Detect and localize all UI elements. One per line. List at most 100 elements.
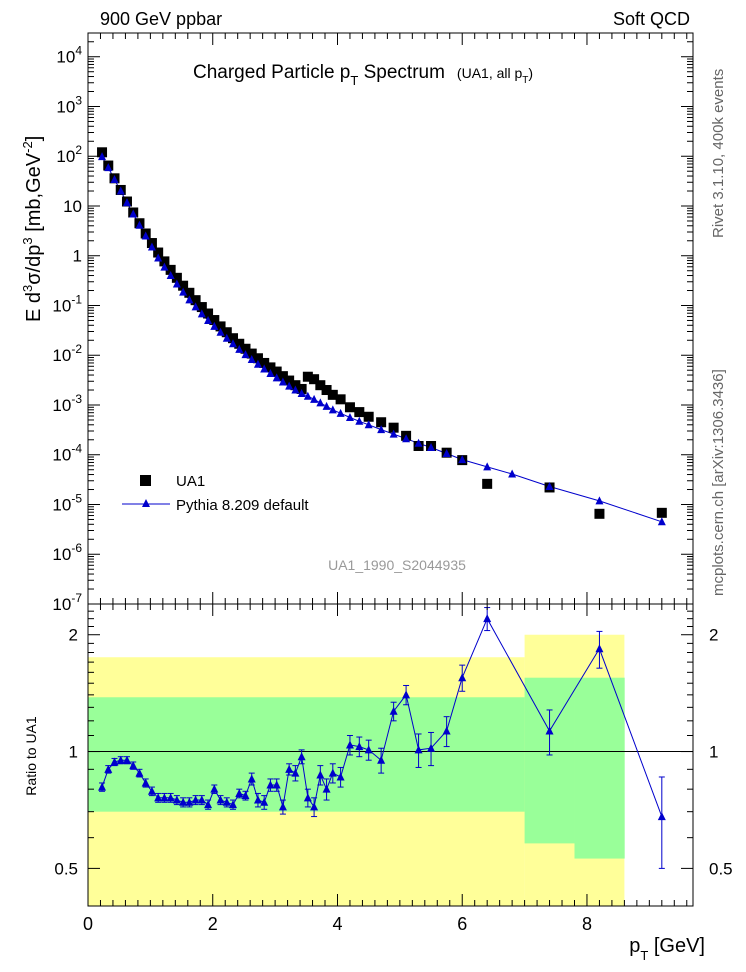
mc-point bbox=[310, 394, 319, 403]
ratio-point bbox=[222, 797, 231, 806]
data-point bbox=[315, 380, 326, 391]
ratio-point bbox=[303, 793, 312, 802]
ratio-point bbox=[110, 757, 119, 766]
title-part-5: T bbox=[522, 75, 528, 86]
mc-point bbox=[185, 295, 194, 304]
mc-point bbox=[595, 496, 604, 505]
ylabel-part-1: E d bbox=[23, 292, 45, 322]
mc-point bbox=[377, 425, 386, 434]
ratio-point bbox=[291, 768, 300, 777]
ratio-point bbox=[483, 614, 492, 623]
mc-point bbox=[116, 186, 125, 195]
data-point bbox=[335, 394, 346, 405]
ratio-point bbox=[229, 800, 238, 809]
ratio-ylabel: Ratio to UA1 bbox=[23, 716, 39, 796]
mc-point bbox=[545, 482, 554, 491]
data-point bbox=[165, 264, 176, 275]
x-tick-label: 2 bbox=[208, 914, 218, 934]
ratio-point bbox=[260, 797, 269, 806]
mc-point bbox=[414, 438, 423, 447]
y-tick-label: 1 bbox=[73, 247, 82, 266]
mcplots-label: mcplots.cern.ch [arXiv:1306.3436] bbox=[710, 369, 727, 596]
ratio-point bbox=[316, 770, 325, 779]
data-point bbox=[277, 371, 288, 382]
ylabel-part-2: 3 bbox=[20, 285, 35, 292]
mc-point bbox=[389, 429, 398, 438]
y-tick-label: 10-7 bbox=[52, 591, 82, 614]
ratio-point bbox=[185, 797, 194, 806]
data-point bbox=[178, 280, 189, 291]
mc-point bbox=[364, 420, 373, 429]
legend-marker-ua1 bbox=[140, 475, 151, 486]
xlabel-part-1: p bbox=[629, 935, 640, 957]
y-tick-label: 10-2 bbox=[52, 342, 82, 365]
watermark: UA1_1990_S2044935 bbox=[328, 557, 466, 573]
mc-point bbox=[322, 401, 331, 410]
ratio-point bbox=[129, 761, 138, 770]
data-point bbox=[296, 383, 307, 394]
data-point bbox=[203, 308, 214, 319]
y-tick-label: 10-4 bbox=[52, 442, 82, 465]
ylabel-part-4: 3 bbox=[20, 237, 35, 244]
mc-point bbox=[303, 391, 312, 400]
ratio-point bbox=[266, 780, 275, 789]
data-point bbox=[153, 247, 164, 258]
ratio-point bbox=[364, 745, 373, 754]
ratio-point bbox=[377, 755, 386, 764]
y-tick-label: 103 bbox=[56, 93, 82, 116]
data-point bbox=[252, 353, 263, 364]
mc-point bbox=[172, 279, 181, 288]
mc-point bbox=[222, 333, 231, 342]
data-point bbox=[259, 357, 270, 368]
ratio-point bbox=[389, 706, 398, 715]
legend-marker-mc bbox=[142, 499, 150, 507]
mc-point bbox=[316, 398, 325, 407]
mc-point bbox=[657, 517, 666, 526]
data-point bbox=[215, 321, 226, 332]
mc-point bbox=[402, 434, 411, 443]
data-point bbox=[171, 272, 182, 283]
data-point bbox=[228, 333, 239, 344]
uncertainty-bands bbox=[88, 634, 625, 906]
mc-point bbox=[147, 242, 156, 251]
mc-point bbox=[442, 448, 451, 457]
y-tick-label: 102 bbox=[56, 143, 82, 166]
ratio-y-tick-label: 0.5 bbox=[54, 859, 78, 878]
band-inner bbox=[88, 697, 525, 812]
ratio-point bbox=[310, 802, 319, 811]
ratio-point bbox=[545, 726, 554, 735]
mc-point bbox=[285, 381, 294, 390]
top-ylabel: E d3σ/dp3 [mb,GeV-2] bbox=[20, 136, 45, 322]
ratio-point bbox=[278, 802, 287, 811]
y-tick-label: 10 bbox=[63, 197, 82, 216]
data-point bbox=[321, 385, 332, 396]
mc-point bbox=[104, 163, 113, 172]
data-point bbox=[594, 508, 605, 519]
mc-point bbox=[204, 315, 213, 324]
title-part-2: T bbox=[350, 73, 358, 88]
data-point bbox=[221, 327, 232, 338]
mc-point bbox=[235, 344, 244, 353]
ratio-point bbox=[414, 745, 423, 754]
data-point bbox=[388, 422, 399, 433]
ratio-y-tick-label: 2 bbox=[69, 626, 78, 645]
data-point bbox=[159, 256, 170, 267]
ratio-frame bbox=[87, 603, 694, 907]
ratio-point bbox=[285, 764, 294, 773]
data-point bbox=[376, 417, 387, 428]
mc-point bbox=[291, 385, 300, 394]
mc-point bbox=[266, 368, 275, 377]
ylabel-part-5: [mb,GeV bbox=[23, 152, 45, 237]
xlabel: pT [GeV] bbox=[629, 935, 705, 963]
data-point bbox=[482, 478, 493, 489]
data-point bbox=[246, 348, 257, 359]
mc-point bbox=[122, 198, 131, 207]
rivet-label: Rivet 3.1.10, 400k events bbox=[710, 69, 727, 238]
legend-label-ua1: UA1 bbox=[176, 473, 205, 490]
ratio-y-tick-label: 1 bbox=[69, 743, 78, 762]
ratio-point bbox=[147, 786, 156, 795]
data-point bbox=[234, 338, 245, 349]
xlabel-part-2: T bbox=[640, 948, 648, 963]
x-tick-label: 6 bbox=[457, 914, 467, 934]
